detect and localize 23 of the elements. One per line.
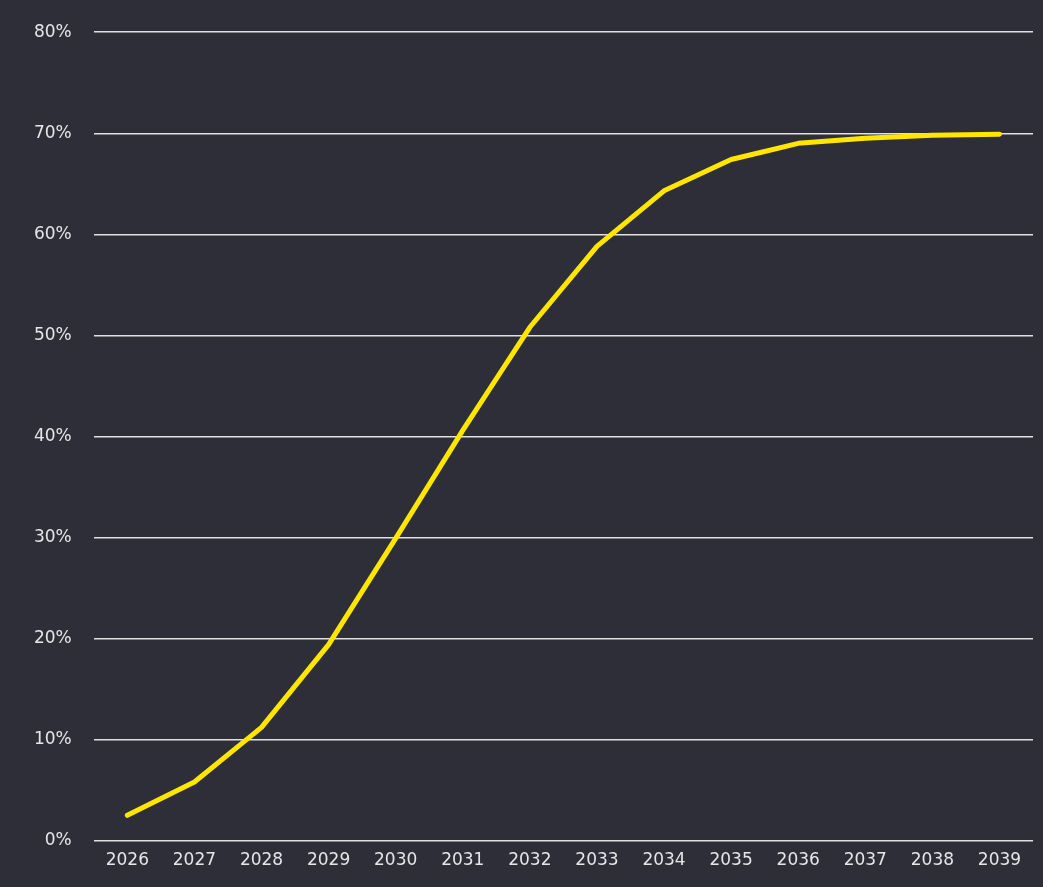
x-tick-label: 2033 — [575, 849, 619, 870]
x-tick-label: 2036 — [776, 849, 820, 870]
x-tick-label: 2028 — [239, 849, 284, 870]
y-tick-label: 60% — [33, 222, 72, 243]
x-tick-label: 2026 — [105, 849, 149, 870]
x-tick-label: 2029 — [306, 849, 351, 870]
x-tick-label: 2032 — [508, 849, 552, 870]
y-tick-label: 80% — [33, 20, 72, 41]
x-tick-label: 2031 — [441, 849, 485, 870]
y-tick-label: 20% — [33, 626, 72, 647]
y-tick-label: 10% — [33, 727, 72, 748]
y-tick-label: 50% — [33, 323, 72, 344]
x-tick-label: 2034 — [642, 849, 686, 870]
x-tick-label: 2027 — [172, 849, 217, 870]
x-tick-label: 2035 — [709, 849, 753, 870]
x-tick-label: 2037 — [843, 849, 887, 870]
y-tick-label: 40% — [33, 424, 72, 445]
y-tick-label: 0% — [44, 829, 72, 850]
x-tick-label: 2038 — [910, 849, 954, 870]
x-tick-label: 2039 — [977, 849, 1022, 870]
y-tick-label: 30% — [33, 525, 72, 546]
y-tick-label: 70% — [33, 121, 72, 142]
x-tick-label: 2030 — [374, 849, 418, 870]
